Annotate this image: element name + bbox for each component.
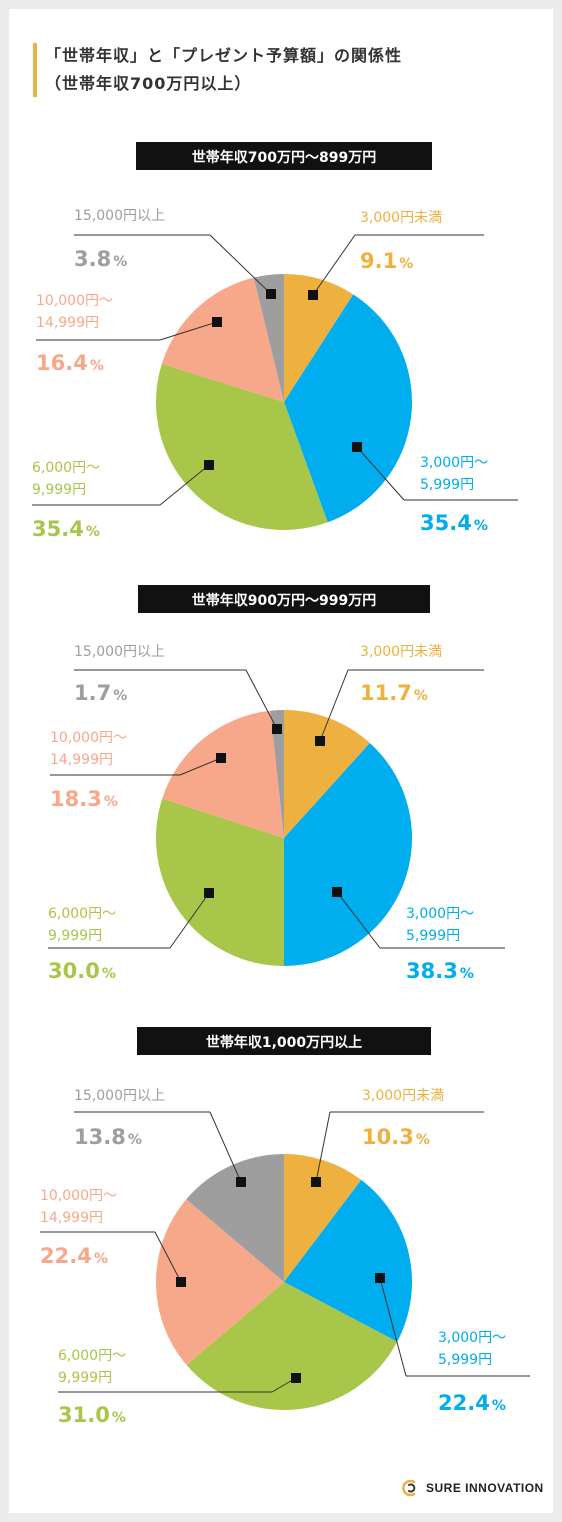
- slice-marker: [236, 1177, 246, 1187]
- leader-line: [209, 234, 272, 295]
- leader-line: [312, 234, 356, 296]
- slice-category-label: 3,000円未満: [360, 644, 442, 660]
- chart-title: 世帯年収700万円〜899万円: [192, 149, 376, 166]
- slice-category-label: 3,000円未満: [362, 1088, 444, 1104]
- pie-slice: [156, 1199, 284, 1366]
- slice-category-label: 10,000円〜: [50, 730, 127, 746]
- slice-category-label: 15,000円以上: [74, 208, 165, 224]
- slice-value-label: 31.0%: [58, 1403, 126, 1427]
- slice-marker: [375, 1273, 385, 1283]
- pie-slice: [162, 710, 284, 838]
- slice-marker: [204, 888, 214, 898]
- slice-marker: [216, 753, 226, 763]
- slice-marker: [272, 724, 282, 734]
- pie-slice: [270, 710, 284, 838]
- slice-category-label: 14,999円: [40, 1210, 103, 1226]
- title-accent-bar: [33, 43, 37, 97]
- slice-marker: [176, 1277, 186, 1287]
- slice-value-label: 18.3%: [50, 787, 118, 811]
- slice-category-label: 9,999円: [32, 482, 86, 498]
- chart-title-box: [136, 142, 432, 170]
- leader-line: [154, 1231, 182, 1283]
- pie-slice: [253, 274, 284, 402]
- brand-logo: SURE INNOVATION: [400, 1478, 544, 1498]
- slice-category-label: 6,000円〜: [58, 1348, 126, 1364]
- slice-value-label: 10.3%: [362, 1125, 430, 1149]
- slice-category-label: 6,000円〜: [32, 460, 100, 476]
- slice-marker: [204, 460, 214, 470]
- leader-line: [356, 446, 405, 501]
- leader-line: [379, 1277, 407, 1377]
- pie-slice: [284, 710, 370, 838]
- slice-marker: [332, 887, 342, 897]
- slice-value-label: 16.4%: [36, 351, 104, 375]
- slice-value-label: 35.4%: [32, 517, 100, 541]
- slice-value-label: 11.7%: [360, 681, 428, 705]
- leader-line: [159, 464, 210, 506]
- leader-line: [315, 1111, 331, 1183]
- brand-name: SURE INNOVATION: [426, 1481, 544, 1495]
- chart-title-box: [138, 585, 430, 613]
- slice-category-label: 5,999円: [438, 1352, 492, 1368]
- slice-value-label: 3.8%: [74, 247, 127, 271]
- slice-value-label: 35.4%: [420, 511, 488, 535]
- page-title-line2: （世帯年収700万円以上）: [45, 74, 252, 93]
- slice-marker: [266, 289, 276, 299]
- slice-category-label: 14,999円: [50, 752, 113, 768]
- slice-value-label: 13.8%: [74, 1125, 142, 1149]
- slice-value-label: 30.0%: [48, 959, 116, 983]
- slice-value-label: 22.4%: [438, 1391, 506, 1415]
- chart-title: 世帯年収1,000万円以上: [206, 1034, 362, 1051]
- pie-slice: [186, 1282, 398, 1410]
- slice-marker: [212, 317, 222, 327]
- slice-marker: [352, 442, 362, 452]
- pie-slice: [284, 274, 354, 402]
- pie-slice: [161, 277, 284, 402]
- slice-category-label: 9,999円: [48, 928, 102, 944]
- pie-slice: [155, 798, 284, 966]
- pie-slice: [284, 1154, 362, 1282]
- slice-category-label: 3,000円〜: [438, 1330, 506, 1346]
- pie-slice: [284, 743, 412, 966]
- slice-category-label: 10,000円〜: [36, 293, 113, 309]
- pie-slice: [186, 1154, 284, 1282]
- slice-category-label: 3,000円〜: [420, 455, 488, 471]
- leader-line: [169, 892, 210, 949]
- slice-category-label: 15,000円以上: [74, 644, 165, 660]
- leader-line: [336, 891, 381, 949]
- slice-marker: [291, 1373, 301, 1383]
- pie-slice: [284, 1179, 412, 1342]
- slice-value-label: 1.7%: [74, 681, 127, 705]
- page-title-line1: 「世帯年収」と「プレゼント予算額」の関係性: [45, 46, 403, 65]
- chart-title: 世帯年収900万円〜999万円: [192, 592, 376, 609]
- slice-category-label: 9,999円: [58, 1370, 112, 1386]
- slice-category-label: 15,000円以上: [74, 1088, 165, 1104]
- sure-innovation-logo-icon: [402, 1479, 416, 1497]
- pie-slice: [155, 363, 328, 530]
- slice-category-label: 14,999円: [36, 315, 99, 331]
- page-title: 「世帯年収」と「プレゼント予算額」の関係性 （世帯年収700万円以上）: [45, 42, 402, 98]
- leader-line: [159, 321, 218, 341]
- leader-line: [245, 669, 278, 730]
- slice-value-label: 22.4%: [40, 1244, 108, 1268]
- slice-category-label: 3,000円〜: [406, 906, 474, 922]
- slice-category-label: 5,999円: [420, 477, 474, 493]
- slice-marker: [311, 1177, 321, 1187]
- slice-marker: [315, 736, 325, 746]
- leader-line: [319, 669, 349, 742]
- leader-line: [209, 1111, 242, 1183]
- slice-category-label: 10,000円〜: [40, 1188, 117, 1204]
- slice-category-label: 6,000円〜: [48, 906, 116, 922]
- slice-value-label: 9.1%: [360, 249, 413, 273]
- slice-value-label: 38.3%: [406, 959, 474, 983]
- slice-marker: [308, 290, 318, 300]
- leader-line: [179, 757, 222, 776]
- pie-slice: [284, 294, 412, 523]
- chart-title-box: [137, 1027, 431, 1055]
- slice-category-label: 3,000円未満: [360, 210, 442, 226]
- slice-category-label: 5,999円: [406, 928, 460, 944]
